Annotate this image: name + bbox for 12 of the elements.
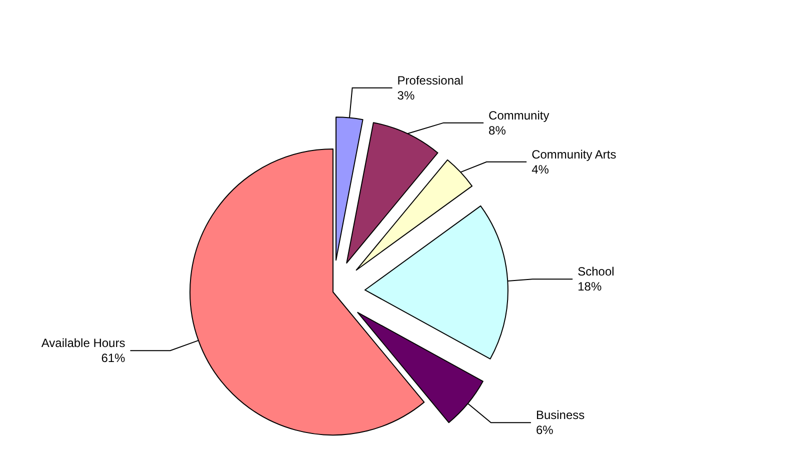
slice-label: Community Arts bbox=[532, 147, 616, 162]
data-label: 8% bbox=[488, 123, 506, 138]
slice-label: Community bbox=[488, 108, 550, 122]
data-label: 6% bbox=[536, 423, 554, 438]
slice-label: Business bbox=[536, 408, 585, 422]
data-label: 3% bbox=[397, 88, 415, 102]
data-label: 4% bbox=[532, 162, 550, 176]
slice-label: Available Hours bbox=[41, 336, 126, 350]
data-label: 18% bbox=[578, 280, 602, 294]
data-label: 61% bbox=[101, 351, 126, 366]
slice-label: School bbox=[578, 264, 614, 279]
slice-label: Professional bbox=[397, 73, 464, 88]
